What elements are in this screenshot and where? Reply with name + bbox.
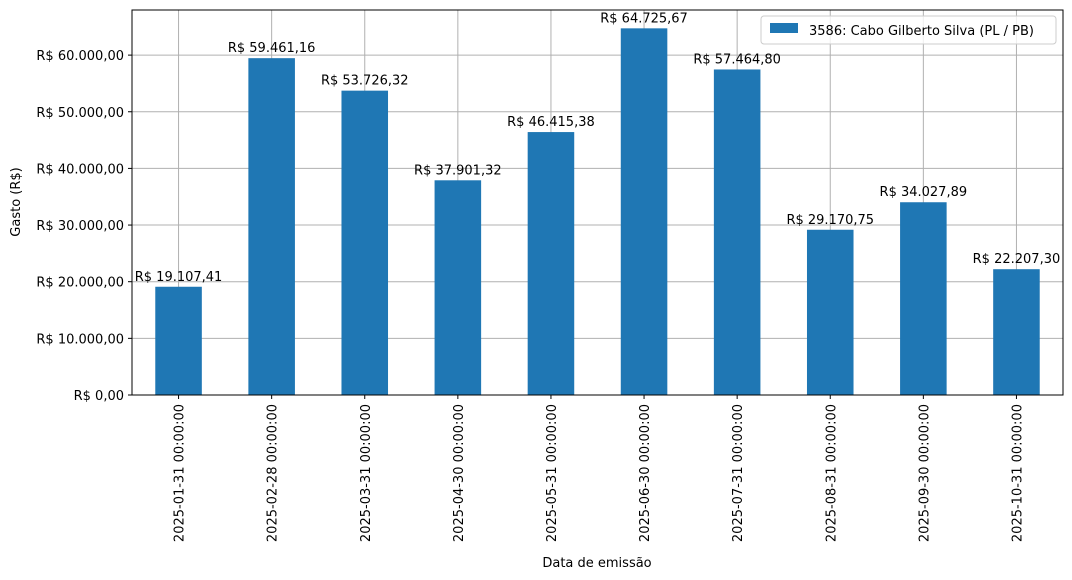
data-label: R$ 22.207,30: [973, 252, 1061, 267]
bar: [806, 229, 854, 395]
data-label: R$ 59.461,16: [228, 41, 316, 56]
bar: [341, 90, 389, 396]
bar: [527, 132, 575, 395]
plot-frame: [131, 9, 1064, 396]
y-tick-label: R$ 20.000,00: [36, 276, 124, 291]
legend-label: 3586: Cabo Gilberto Silva (PL / PB): [809, 24, 1034, 39]
data-label: R$ 64.725,67: [600, 11, 688, 26]
data-label: R$ 37.901,32: [414, 163, 502, 178]
x-axis-label: Data de emissão: [542, 556, 651, 571]
x-tick-label: 2025-10-31 00:00:00: [1010, 404, 1025, 542]
y-tick-label: R$ 30.000,00: [36, 219, 124, 234]
bar: [993, 269, 1040, 395]
x-axis: 2025-01-31 00:00:00 2025-02-28 00:00:00 20…: [173, 395, 1025, 542]
data-labels-group: R$ 19.107,41 R$ 59.461,16 R$ 53.726,32 R$ 3…: [135, 11, 1061, 284]
y-axis-label: Gasto (R$): [9, 167, 24, 236]
x-tick-label: 2025-02-28 00:00:00: [266, 404, 281, 542]
y-tick-label: R$ 10.000,00: [36, 332, 124, 347]
legend-swatch: [770, 23, 798, 33]
bar: [620, 28, 668, 395]
data-label: R$ 57.464,80: [693, 52, 781, 67]
x-tick-label: 2025-06-30 00:00:00: [638, 404, 653, 542]
y-tick-label: R$ 50.000,00: [36, 106, 124, 121]
bar: [900, 202, 947, 395]
bars-group: [155, 28, 1040, 396]
x-tick-label: 2025-05-31 00:00:00: [545, 404, 560, 542]
bar: [434, 180, 482, 395]
bar: [248, 58, 295, 395]
bar: [713, 69, 761, 395]
data-label: R$ 53.726,32: [321, 74, 409, 89]
y-tick-label: R$ 60.000,00: [36, 49, 124, 64]
data-label: R$ 46.415,38: [507, 115, 595, 130]
x-tick-label: 2025-03-31 00:00:00: [359, 404, 374, 542]
x-tick-label: 2025-01-31 00:00:00: [173, 404, 188, 542]
legend-box: [760, 15, 1057, 45]
x-tick-label: 2025-04-30 00:00:00: [452, 404, 467, 542]
x-tick-label: 2025-07-31 00:00:00: [731, 404, 746, 542]
y-tick-label: R$ 40.000,00: [36, 162, 124, 177]
legend: 3586: Cabo Gilberto Silva (PL / PB): [760, 15, 1057, 45]
x-tick-label: 2025-08-31 00:00:00: [824, 404, 839, 542]
bar: [155, 286, 202, 395]
y-tick-label: R$ 0,00: [74, 389, 124, 404]
data-label: R$ 34.027,89: [880, 185, 968, 200]
y-axis: R$ 0,00 R$ 10.000,00 R$ 20.000,00 R$ 30.000…: [36, 49, 132, 404]
x-tick-label: 2025-09-30 00:00:00: [917, 404, 932, 542]
data-label: R$ 29.170,75: [786, 213, 874, 228]
data-label: R$ 19.107,41: [135, 270, 223, 285]
